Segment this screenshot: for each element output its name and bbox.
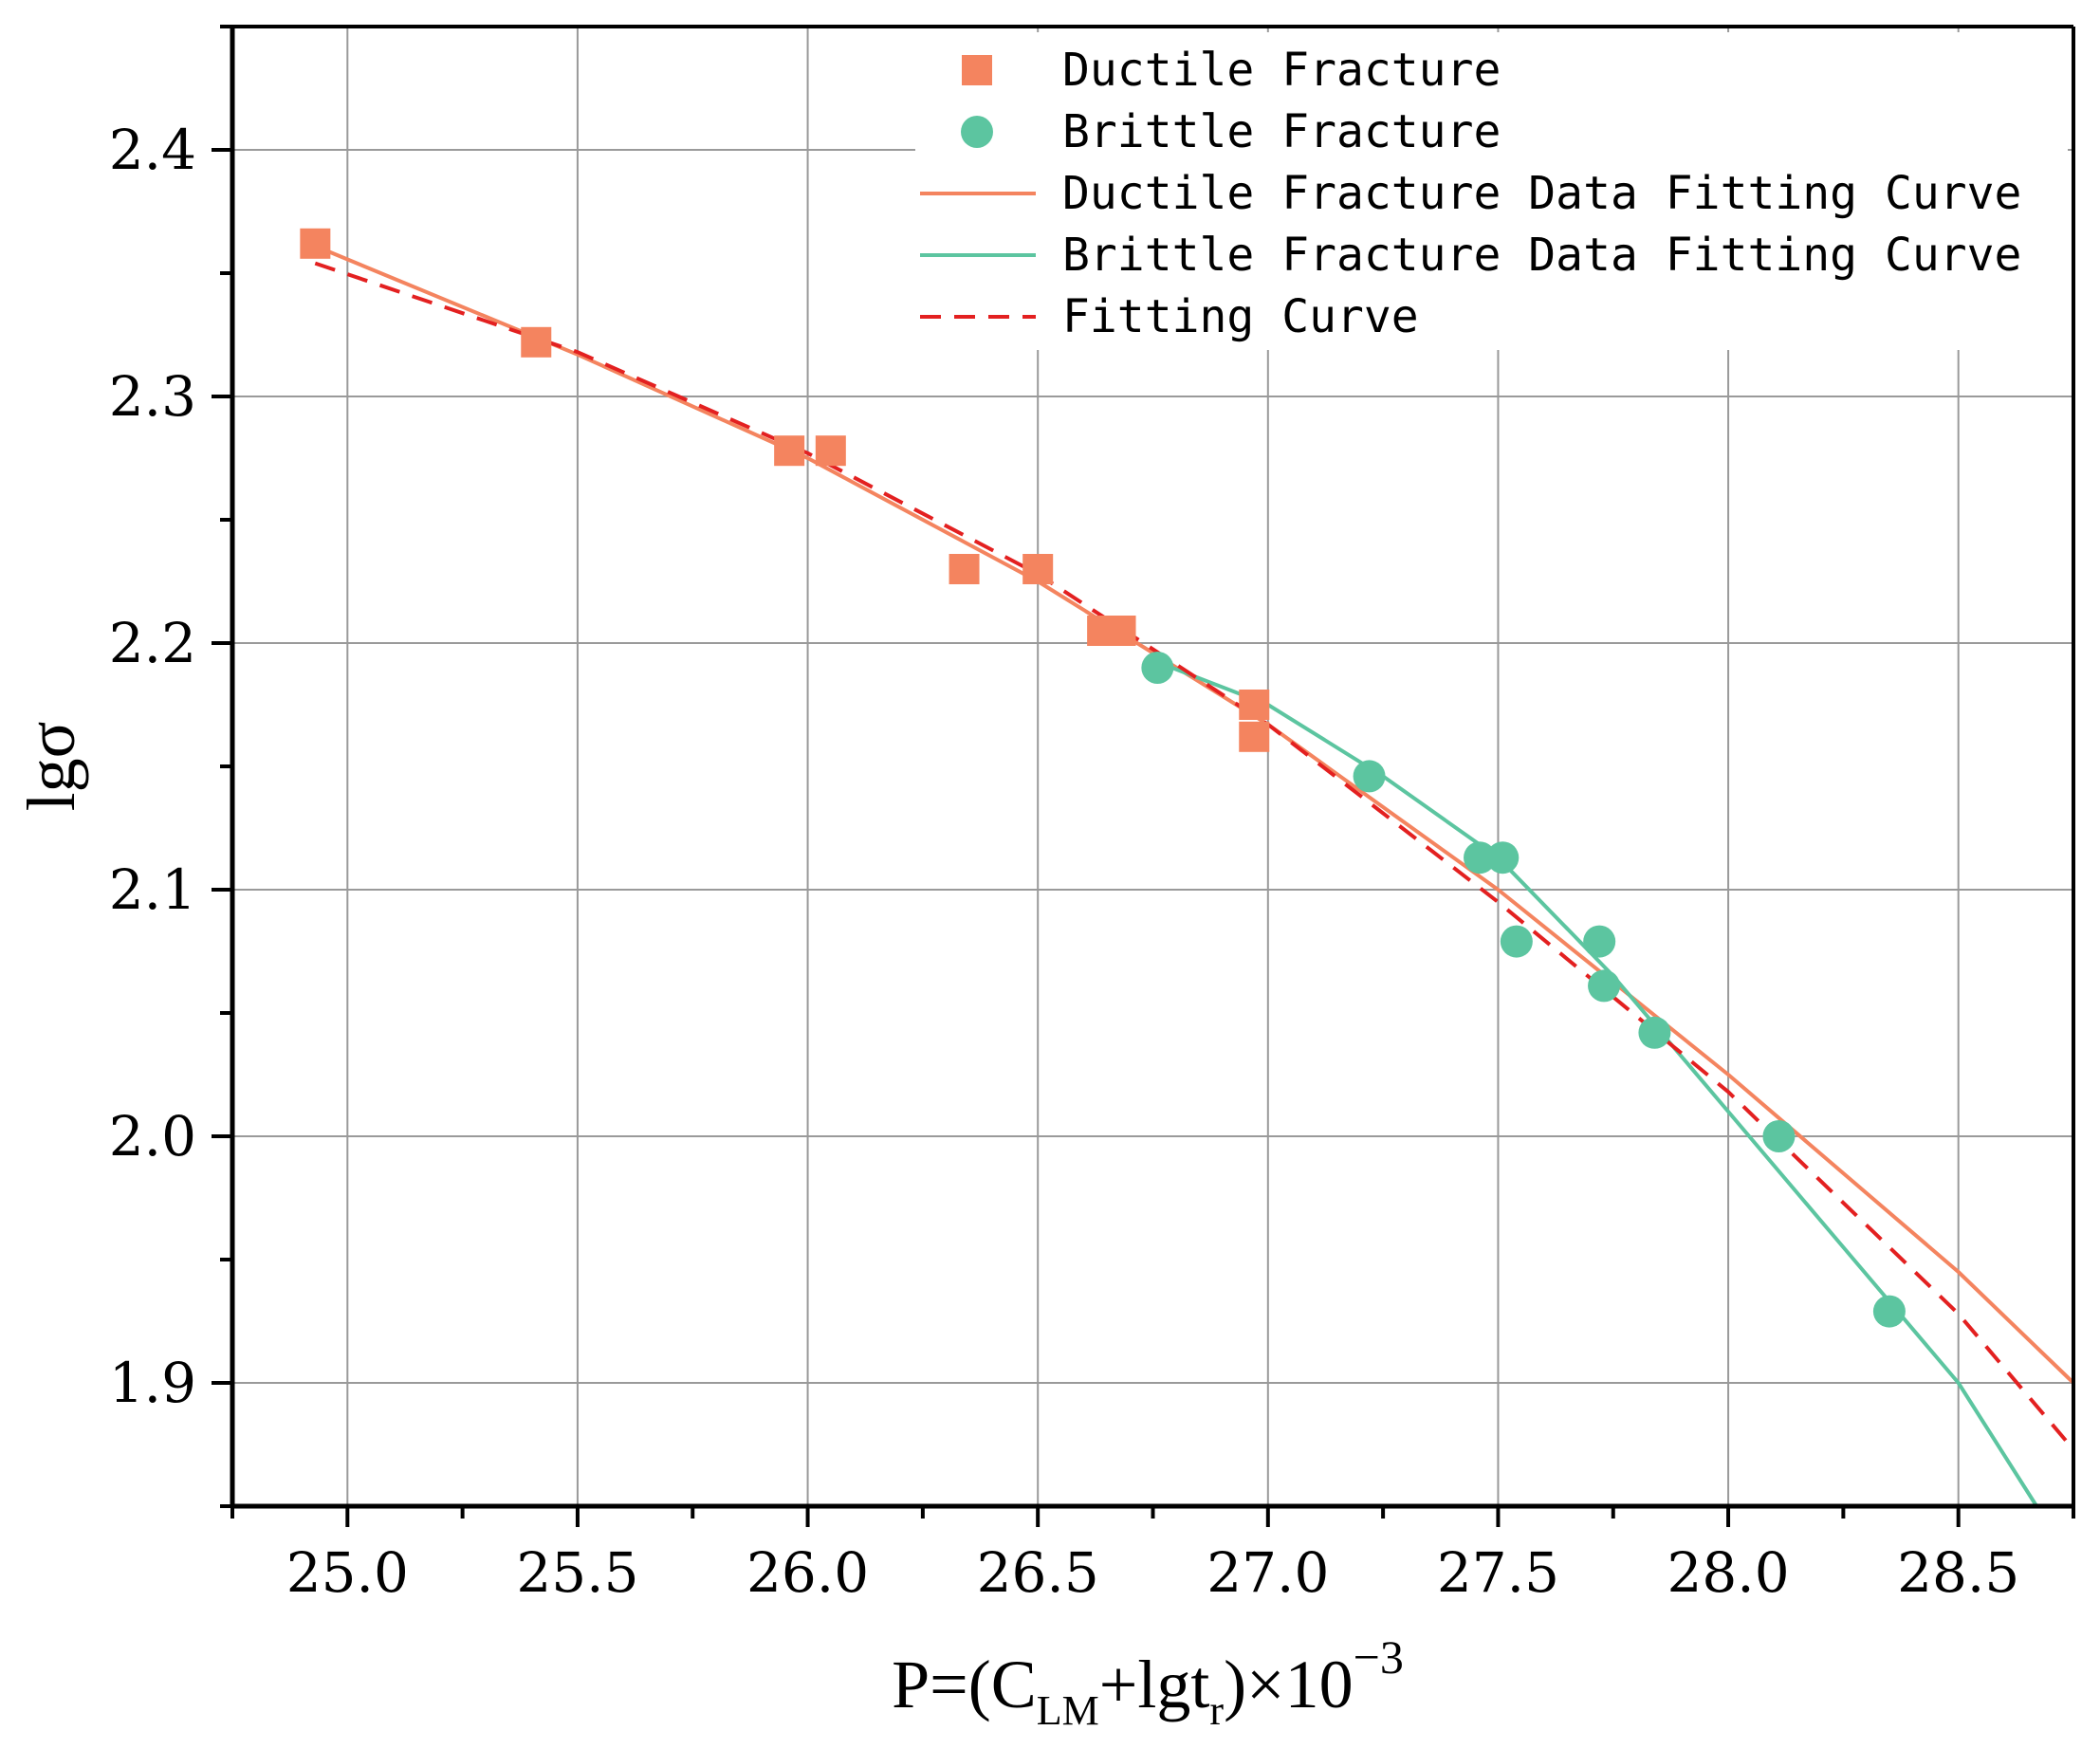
ductile-point [949, 554, 980, 584]
legend-background [915, 32, 2068, 350]
x-axis-title: P=(CLM+lgtr)×10−3 [892, 1630, 1404, 1734]
y-tick-label: 2.2 [109, 611, 196, 675]
brittle-point [1583, 925, 1616, 958]
brittle-point [1588, 969, 1621, 1003]
x-tick-label: 26.0 [746, 1540, 869, 1605]
brittle-point [1486, 841, 1520, 874]
legend-square-icon [962, 55, 992, 85]
brittle-point [1353, 760, 1386, 793]
brittle-point [1638, 1016, 1671, 1049]
ductile-point [1105, 616, 1136, 646]
ductile-point [1239, 690, 1270, 720]
legend-label: Brittle Fracture [1062, 105, 1501, 158]
x-tick-label: 26.5 [977, 1540, 1099, 1605]
x-tick-label: 28.0 [1667, 1540, 1789, 1605]
data-points [300, 228, 1906, 1328]
ductile-point [774, 435, 805, 467]
x-axis-title-mid: +lgt [1099, 1647, 1210, 1722]
axes [212, 25, 2075, 1527]
brittle-point [1141, 652, 1174, 684]
y-tick-label: 2.4 [109, 118, 196, 182]
ductile-point [1239, 721, 1270, 752]
legend: Ductile Fracture Brittle Fracture Ductile … [920, 44, 2021, 343]
x-tick-label: 27.5 [1437, 1540, 1559, 1605]
y-tick-label: 2.0 [109, 1104, 196, 1169]
ductile-point [815, 435, 846, 467]
ductile-point [1022, 554, 1054, 584]
ductile-point [300, 228, 331, 259]
x-tick-label: 25.0 [286, 1540, 409, 1605]
y-axis-title: lgσ [13, 722, 89, 812]
brittle-point [1872, 1295, 1906, 1328]
y-tick-label: 1.9 [109, 1351, 196, 1415]
legend-label: Ductile Fracture [1062, 44, 1501, 97]
x-tick-label: 27.0 [1207, 1540, 1329, 1605]
x-tick-label: 25.5 [516, 1540, 638, 1605]
legend-label: Brittle Fracture Data Fitting Curve [1062, 229, 2021, 282]
legend-label: Ductile Fracture Data Fitting Curve [1062, 167, 2021, 220]
legend-circle-icon [961, 116, 993, 148]
legend-label: Fitting Curve [1062, 290, 1419, 343]
x-axis-title-sub2: r [1209, 1687, 1224, 1734]
x-axis-title-main: P=(C [892, 1647, 1037, 1722]
x-axis-title-sub1: LM [1037, 1687, 1099, 1734]
brittle-point [1762, 1120, 1796, 1152]
x-tick-label: 28.5 [1897, 1540, 2019, 1605]
axis-titles: lgσ P=(CLM+lgtr)×10−3 [13, 722, 1404, 1734]
tick-labels: 25.0 25.5 26.0 26.5 27.0 27.5 28.0 28.5 1.9 2.0 2.… [109, 118, 2020, 1605]
brittle-point [1464, 841, 1497, 874]
ductile-point [521, 326, 552, 358]
x-axis-title-sup: −3 [1354, 1630, 1404, 1684]
y-tick-label: 2.1 [109, 857, 196, 922]
brittle-point [1500, 925, 1533, 958]
y-tick-label: 2.3 [109, 364, 196, 429]
x-axis-title-tail: )×10 [1224, 1647, 1354, 1722]
